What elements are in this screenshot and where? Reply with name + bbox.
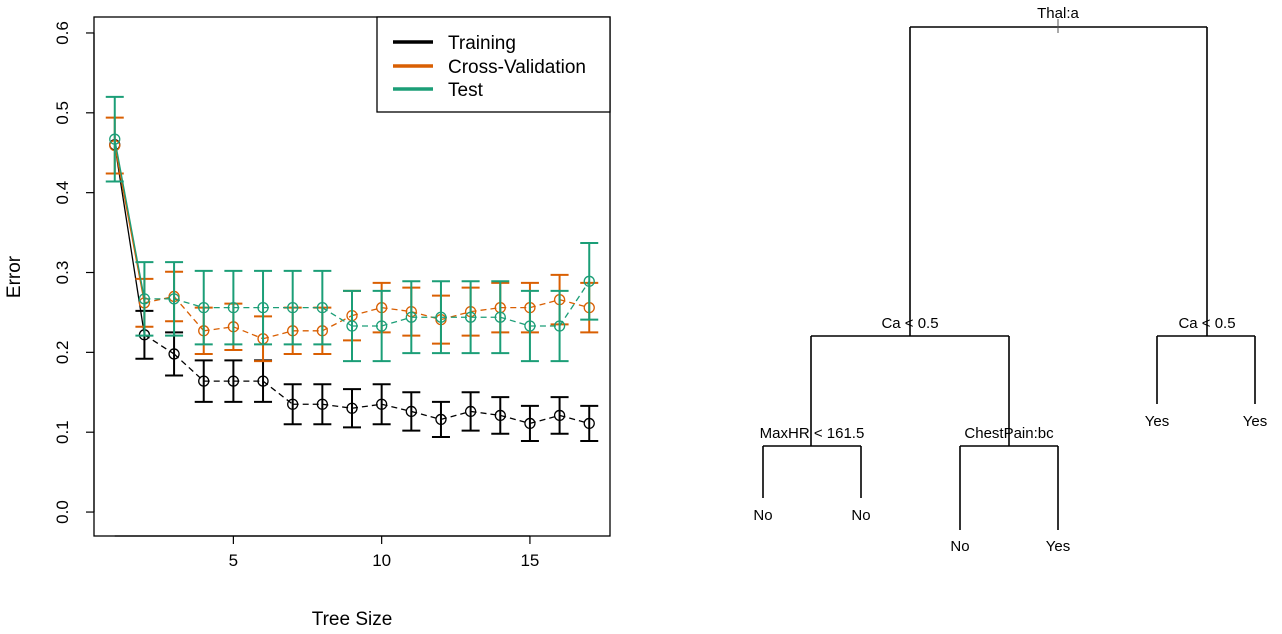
data-point xyxy=(553,409,566,422)
data-point xyxy=(435,413,447,426)
data-point xyxy=(494,311,506,323)
data-point xyxy=(464,405,477,418)
tree-node-maxhr: MaxHR < 161.5 xyxy=(760,425,865,442)
tree-node-ca-right: Ca < 0.5 xyxy=(1178,315,1235,332)
y-tick-label: 0.0 xyxy=(53,500,72,524)
series-training xyxy=(109,139,599,442)
y-axis-title: Error xyxy=(4,255,25,298)
series-layer xyxy=(105,95,599,442)
y-axis: 0.0 0.1 0.2 0.3 0.4 0.5 0.6 xyxy=(53,21,95,524)
series-line-segment xyxy=(114,139,146,299)
x-axis-title: Tree Size xyxy=(312,609,393,630)
series-line-segment xyxy=(173,353,205,382)
pruned-tree xyxy=(762,19,1256,530)
tree-leaf-yes-1: Yes xyxy=(1145,413,1169,430)
tree-leaf-no-1: No xyxy=(753,507,772,524)
data-point xyxy=(435,311,447,323)
data-point xyxy=(376,398,388,410)
x-tick-label: 10 xyxy=(372,551,391,570)
tree-leaf-yes-3: Yes xyxy=(1046,538,1070,555)
error-chart: 5 10 15 0.0 0.1 0.2 0.3 0.4 0.5 0.6 Tree Size Er… xyxy=(4,16,611,630)
series-line-segment xyxy=(559,280,590,327)
data-point xyxy=(227,375,240,387)
data-point xyxy=(524,320,536,332)
data-point xyxy=(257,375,269,387)
legend-label-cross-validation: Cross-Validation xyxy=(448,57,586,78)
y-tick-label: 0.5 xyxy=(53,101,72,125)
data-point xyxy=(405,405,417,418)
data-point xyxy=(316,301,328,314)
data-point xyxy=(346,320,358,332)
tree-node-ca-left: Ca < 0.5 xyxy=(881,315,938,332)
legend-label-training: Training xyxy=(448,33,516,54)
data-point xyxy=(316,398,328,410)
series-line-segment xyxy=(173,296,205,332)
series-line-segment xyxy=(262,380,294,405)
data-point xyxy=(109,133,121,145)
tree-leaf-yes-2: Yes xyxy=(1243,413,1267,430)
legend-label-test: Test xyxy=(448,80,484,101)
data-point xyxy=(227,301,240,314)
tree-labels: Thal:a Ca < 0.5 Ca < 0.5 MaxHR < 161.5 C… xyxy=(753,5,1267,555)
data-point xyxy=(287,301,299,314)
tree-node-thal: Thal:a xyxy=(1037,5,1079,22)
x-axis: 5 10 15 xyxy=(114,535,539,570)
y-tick-label: 0.6 xyxy=(53,21,72,45)
legend: Training Cross-Validation Test xyxy=(376,16,611,113)
tree-leaf-no-3: No xyxy=(950,538,969,555)
data-point xyxy=(138,293,151,305)
series-line-segment xyxy=(322,307,353,327)
y-tick-label: 0.4 xyxy=(53,181,72,205)
y-tick-label: 0.1 xyxy=(53,420,72,444)
data-point xyxy=(346,402,358,414)
data-point xyxy=(405,311,417,323)
data-point xyxy=(376,320,388,332)
data-point xyxy=(168,348,180,360)
series-line-segment xyxy=(144,334,175,355)
data-point xyxy=(198,301,210,314)
series-line-segment xyxy=(114,145,146,303)
data-point xyxy=(257,301,269,314)
tree-node-chestpain: ChestPain:bc xyxy=(964,425,1054,442)
x-tick-label: 15 xyxy=(520,551,539,570)
y-tick-label: 0.3 xyxy=(53,261,72,285)
data-point xyxy=(198,375,210,387)
data-point xyxy=(287,398,299,410)
data-point xyxy=(464,311,477,323)
data-point xyxy=(583,275,595,287)
data-point xyxy=(168,293,180,305)
tree-leaf-no-2: No xyxy=(851,507,870,524)
data-point xyxy=(553,320,566,332)
data-point xyxy=(583,417,595,430)
series-test xyxy=(105,95,599,363)
y-tick-label: 0.2 xyxy=(53,341,72,365)
data-point xyxy=(494,409,506,422)
x-tick-label: 5 xyxy=(229,551,238,570)
data-point xyxy=(524,417,536,430)
